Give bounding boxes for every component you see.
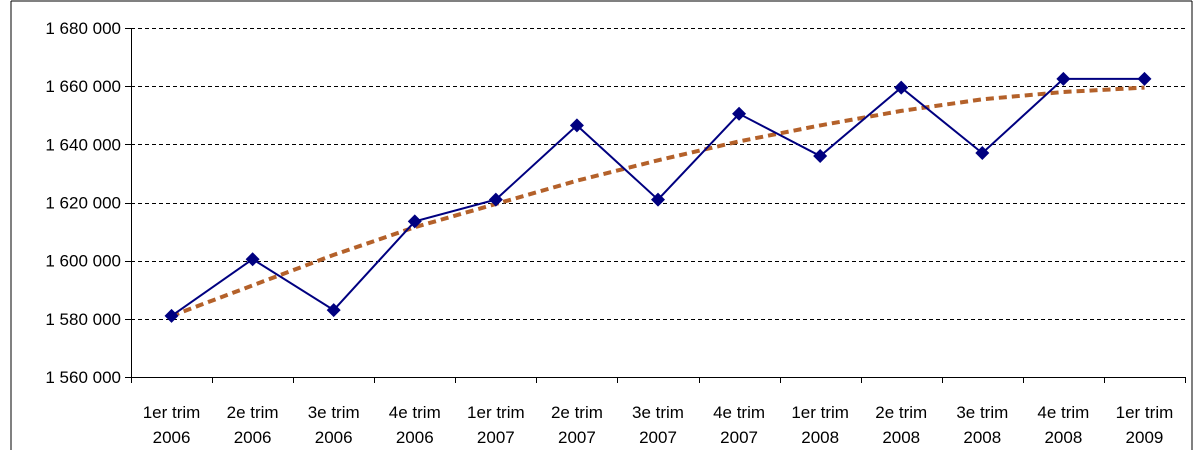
- x-tick-label-year: 2006: [153, 428, 191, 447]
- y-tick-labels: 1 560 000 1 580 000 1 600 000 1 620 000 1 64…: [45, 19, 121, 387]
- y-tick-label-2: 1 600 000: [45, 252, 121, 271]
- data-point-1: [245, 252, 260, 267]
- x-tick-label-quarter: 4e trim: [1037, 403, 1089, 422]
- data-point-8: [813, 148, 828, 163]
- x-tick-label-11: 4e trim 2008: [1037, 403, 1089, 447]
- x-tick-label-quarter: 2e trim: [551, 403, 603, 422]
- x-tick-label-year: 2006: [396, 428, 434, 447]
- y-tick-label-5: 1 660 000: [45, 77, 121, 96]
- x-tick-label-2: 3e trim 2006: [308, 403, 360, 447]
- x-tick-label-3: 4e trim 2006: [389, 403, 441, 447]
- x-tick-label-0: 1er trim 2006: [143, 403, 201, 447]
- x-tick-label-quarter: 1er trim: [143, 403, 201, 422]
- x-tick-label-year: 2007: [720, 428, 758, 447]
- data-point-0: [164, 308, 179, 323]
- y-tick-label-0: 1 560 000: [45, 368, 121, 387]
- y-tick-label-3: 1 620 000: [45, 194, 121, 213]
- data-point-2: [326, 303, 341, 318]
- y-tick-label-4: 1 640 000: [45, 135, 121, 154]
- x-tick-label-quarter: 1er trim: [1116, 403, 1174, 422]
- x-tick-label-year: 2008: [963, 428, 1001, 447]
- grid-lines: [131, 28, 1185, 320]
- data-point-3: [407, 214, 422, 229]
- x-tick-label-quarter: 3e trim: [308, 403, 360, 422]
- data-point-7: [732, 106, 747, 121]
- trend-line: [170, 85, 1145, 318]
- x-tick-label-year: 2008: [882, 428, 920, 447]
- data-point-10: [975, 146, 990, 161]
- x-tick-label-year: 2007: [558, 428, 596, 447]
- x-tick-label-4: 1er trim 2007: [467, 403, 525, 447]
- data-point-9: [894, 80, 909, 95]
- trend-layer: [170, 85, 1145, 318]
- x-tick-label-year: 2007: [477, 428, 515, 447]
- x-tick-label-quarter: 3e trim: [632, 403, 684, 422]
- x-tick-label-quarter: 1er trim: [791, 403, 849, 422]
- data-point-4: [488, 192, 503, 207]
- x-tick-label-quarter: 2e trim: [227, 403, 279, 422]
- x-tick-label-10: 3e trim 2008: [956, 403, 1008, 447]
- x-tick-label-quarter: 4e trim: [713, 403, 765, 422]
- x-tick-label-7: 4e trim 2007: [713, 403, 765, 447]
- data-point-11: [1056, 71, 1071, 86]
- axes: [10, 0, 1193, 450]
- x-tick-label-quarter: 2e trim: [875, 403, 927, 422]
- x-tick-label-6: 3e trim 2007: [632, 403, 684, 447]
- y-tick-label-1: 1 580 000: [45, 310, 121, 329]
- data-point-5: [569, 118, 584, 133]
- x-tick-label-quarter: 4e trim: [389, 403, 441, 422]
- x-tick-label-year: 2006: [315, 428, 353, 447]
- x-tick-label-year: 2008: [801, 428, 839, 447]
- x-tick-label-12: 1er trim 2009: [1116, 403, 1174, 447]
- x-tick-label-quarter: 1er trim: [467, 403, 525, 422]
- series-layer: [164, 71, 1152, 323]
- x-tick-label-quarter: 3e trim: [956, 403, 1008, 422]
- x-tick-label-year: 2006: [234, 428, 272, 447]
- x-tick-label-9: 2e trim 2008: [875, 403, 927, 447]
- x-tick-label-year: 2007: [639, 428, 677, 447]
- x-tick-label-year: 2008: [1044, 428, 1082, 447]
- x-tick-label-1: 2e trim 2006: [227, 403, 279, 447]
- x-tick-label-8: 1er trim 2008: [791, 403, 849, 447]
- x-tick-label-year: 2009: [1126, 428, 1164, 447]
- data-point-6: [651, 192, 665, 207]
- x-tick-label-5: 2e trim 2007: [551, 403, 603, 447]
- data-point-12: [1137, 71, 1152, 86]
- y-tick-label-6: 1 680 000: [45, 19, 121, 38]
